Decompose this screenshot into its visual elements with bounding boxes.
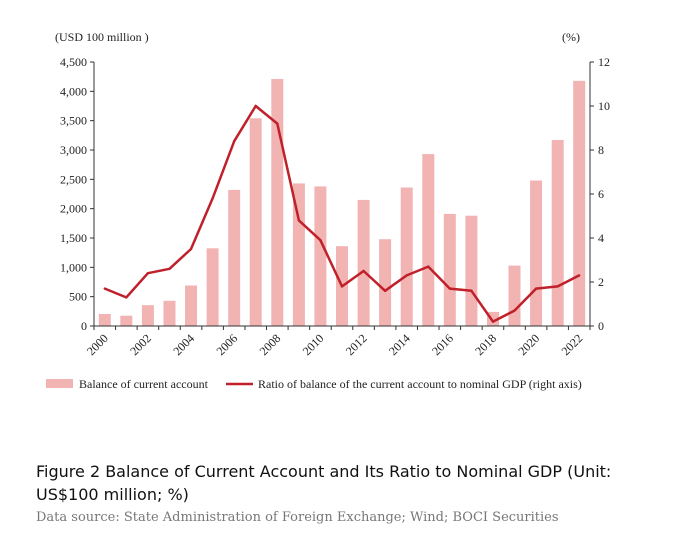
ratio-point	[319, 239, 322, 242]
ratio-point	[168, 267, 171, 270]
ratio-point	[103, 287, 107, 290]
bar	[228, 189, 241, 326]
right-tick-label: 4	[598, 231, 604, 245]
bar	[292, 183, 305, 326]
figure-caption: Figure 2 Balance of Current Account and …	[36, 462, 612, 504]
ratio-point	[556, 285, 559, 288]
x-tick-label: 2020	[515, 331, 542, 358]
bar-series	[98, 79, 586, 326]
bar	[185, 285, 197, 326]
left-tick-label: 0	[81, 319, 87, 333]
legend: Balance of current account Ratio of bala…	[46, 377, 582, 391]
right-tick-label: 10	[598, 99, 610, 113]
left-tick-label: 1,000	[60, 260, 87, 274]
x-tick-label: 2014	[386, 331, 413, 358]
left-tick-label: 2,000	[60, 202, 87, 216]
ratio-point	[189, 247, 193, 251]
chart: (USD 100 million ) (%) 0 500 1,000 1,500 2,0…	[46, 30, 610, 391]
ratio-point	[491, 320, 495, 323]
x-axis: 2000 2002 2004 2006 2008 2010 2012 2014 2016 2018…	[84, 325, 591, 358]
ratio-point	[513, 309, 516, 312]
right-tick-label: 12	[598, 55, 610, 69]
ratio-point	[383, 289, 387, 292]
right-axis-unit: (%)	[562, 30, 580, 44]
bar	[508, 265, 521, 326]
ratio-point	[578, 274, 581, 277]
ratio-point	[297, 219, 301, 222]
ratio-point	[448, 287, 451, 290]
x-tick-label: 2022	[558, 331, 585, 358]
ratio-point	[276, 122, 279, 125]
bar	[206, 248, 219, 326]
bar	[422, 154, 435, 326]
bar	[379, 239, 392, 326]
bar	[141, 305, 154, 326]
ratio-point	[146, 272, 150, 275]
left-tick-label: 3,000	[60, 143, 87, 157]
ratio-point	[340, 285, 344, 288]
legend-line-label: Ratio of balance of the current account …	[258, 377, 582, 391]
x-tick-label: 2002	[127, 331, 154, 358]
right-tick-label: 2	[598, 275, 604, 289]
ratio-point	[470, 289, 473, 292]
bar	[530, 180, 543, 326]
left-axis-unit: (USD 100 million )	[55, 30, 149, 44]
bar	[314, 186, 327, 326]
bar	[120, 315, 133, 326]
bar	[573, 80, 586, 326]
x-tick-label: 2006	[213, 331, 240, 358]
bar	[551, 140, 564, 326]
ratio-point	[233, 140, 236, 143]
ratio-point	[211, 197, 214, 200]
legend-bar-swatch	[46, 379, 73, 388]
ratio-point	[254, 104, 257, 108]
left-tick-label: 3,500	[60, 114, 87, 128]
bar	[163, 300, 176, 326]
right-axis: 0 2 4 6 8 10 12	[589, 55, 610, 333]
ratio-point	[534, 287, 538, 290]
bar	[400, 187, 413, 326]
x-tick-label: 2012	[343, 331, 370, 358]
ratio-point	[362, 269, 365, 273]
x-tick-label: 2016	[429, 331, 456, 358]
bar	[271, 79, 284, 326]
x-tick-label: 2018	[472, 331, 499, 358]
left-tick-label: 2,500	[60, 172, 87, 186]
right-tick-label: 0	[598, 319, 604, 333]
left-tick-label: 500	[69, 290, 87, 304]
left-tick-label: 4,000	[60, 84, 87, 98]
ratio-point	[405, 274, 408, 277]
x-tick-label: 2004	[170, 331, 197, 358]
ratio-point	[125, 296, 128, 299]
bar	[249, 118, 262, 326]
legend-bar-label: Balance of current account	[79, 377, 209, 391]
data-source: Data source: State Administration of For…	[36, 510, 559, 525]
right-tick-label: 6	[598, 187, 604, 201]
ratio-series	[103, 104, 581, 323]
bar	[443, 213, 456, 326]
x-tick-label: 2000	[84, 331, 111, 358]
bar	[465, 215, 478, 326]
bar	[357, 199, 370, 326]
left-tick-label: 4,500	[60, 55, 87, 69]
ratio-point	[427, 265, 430, 268]
left-axis: 0 500 1,000 1,500 2,000 2,500 3,000 3,500 4,000 4…	[60, 55, 95, 333]
right-tick-label: 8	[598, 143, 604, 157]
x-tick-label: 2010	[300, 331, 327, 358]
bar	[98, 314, 111, 326]
x-tick-label: 2008	[257, 331, 284, 358]
left-tick-label: 1,500	[60, 231, 87, 245]
